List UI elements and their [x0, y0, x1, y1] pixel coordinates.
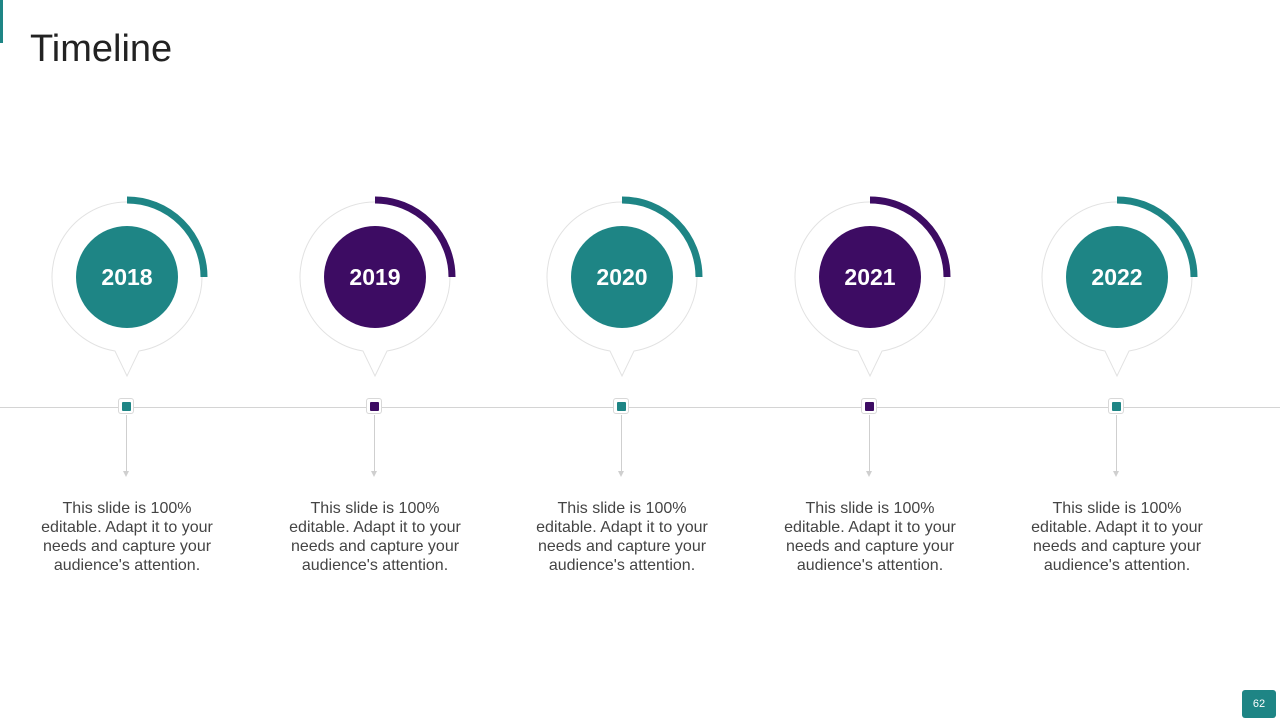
milestone-description: This slide is 100% editable. Adapt it to… [1031, 500, 1203, 574]
timeline-marker [1108, 398, 1124, 414]
connector-line [1116, 415, 1117, 471]
timeline-marker [613, 398, 629, 414]
milestone-description: This slide is 100% editable. Adapt it to… [289, 500, 461, 574]
marker-dot [617, 402, 626, 411]
year-label: 2022 [1091, 263, 1143, 290]
connector-line [126, 415, 127, 471]
pin-outline [794, 196, 951, 378]
arrow-down-icon [123, 471, 129, 477]
marker-dot [1112, 402, 1121, 411]
year-label: 2020 [596, 263, 648, 290]
arrow-down-icon [371, 471, 377, 477]
year-label: 2019 [349, 263, 401, 290]
year-label: 2021 [844, 263, 896, 290]
pin-outline [299, 196, 456, 378]
pin-outline [1041, 196, 1198, 378]
marker-dot [122, 402, 131, 411]
milestone-description: This slide is 100% editable. Adapt it to… [784, 500, 956, 574]
milestone-2021: 2021 This slide is 100% editable. Adapt … [770, 0, 970, 720]
timeline-axis [0, 407, 1280, 408]
page-number-badge: 62 [1242, 690, 1276, 718]
marker-dot [865, 402, 874, 411]
timeline-marker [366, 398, 382, 414]
milestone-description: This slide is 100% editable. Adapt it to… [41, 500, 213, 574]
pin-outline [546, 196, 703, 378]
timeline-marker [861, 398, 877, 414]
timeline-marker [118, 398, 134, 414]
page-number: 62 [1252, 698, 1266, 710]
year-badge: 2019 [324, 226, 426, 328]
year-badge: 2021 [819, 226, 921, 328]
page-title: Timeline [30, 28, 173, 70]
arrow-down-icon [866, 471, 872, 477]
connector-line [621, 415, 622, 471]
marker-dot [370, 402, 379, 411]
year-badge: 2020 [571, 226, 673, 328]
arrow-down-icon [1113, 471, 1119, 477]
milestone-2022: 2022 This slide is 100% editable. Adapt … [1017, 0, 1217, 720]
connector-line [869, 415, 870, 471]
year-badge: 2022 [1066, 226, 1168, 328]
arrow-down-icon [618, 471, 624, 477]
milestone-2019: 2019 This slide is 100% editable. Adapt … [275, 0, 475, 720]
milestone-2020: 2020 This slide is 100% editable. Adapt … [522, 0, 722, 720]
pin-outline [51, 196, 208, 378]
milestone-description: This slide is 100% editable. Adapt it to… [536, 500, 708, 574]
connector-line [374, 415, 375, 471]
year-label: 2018 [101, 263, 153, 290]
year-badge: 2018 [76, 226, 178, 328]
title-accent-bar [0, 0, 3, 43]
milestone-2018: 2018 This slide is 100% editable. Adapt … [27, 0, 227, 720]
